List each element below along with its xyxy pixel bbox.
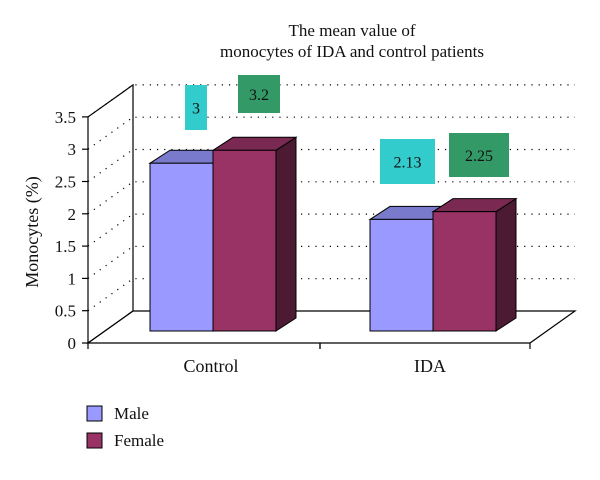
- data-label-male-control: 3: [192, 101, 200, 118]
- bar-female-control: [212, 149, 277, 332]
- data-label-box-female-control: [238, 75, 280, 113]
- y-tick-label: 3: [68, 140, 77, 159]
- data-label-male-ida: 2.13: [394, 155, 422, 172]
- y-tick-label: 1: [68, 269, 77, 288]
- floor: [86, 310, 577, 344]
- legend-label-female: Female: [114, 431, 164, 450]
- bar-female-ida: [432, 211, 497, 332]
- y-tick-label: 0: [68, 334, 77, 353]
- y-tick-label: 1.5: [55, 237, 76, 256]
- y-tick-label: 3.5: [55, 108, 76, 127]
- side-wall: [87, 83, 134, 345]
- y-tick-label: 0.5: [55, 302, 76, 321]
- data-label-box-male-ida: [380, 139, 435, 184]
- chart-title-line-1: The mean value of: [289, 21, 416, 40]
- bar-side-female-control: [275, 136, 297, 332]
- legend-swatch-female: [86, 432, 103, 449]
- bar-male-control: [149, 162, 214, 332]
- legend-swatch-male: [86, 405, 103, 422]
- y-tick-label: 2.5: [55, 173, 76, 192]
- legend: Male Female: [86, 404, 164, 450]
- data-labels: 3 3.2 2.13 2.25: [185, 75, 509, 184]
- data-label-box-male-control: [185, 85, 207, 130]
- chart-walls: [86, 83, 577, 345]
- category-label-control: Control: [183, 356, 238, 376]
- category-labels: Control IDA: [87, 343, 531, 376]
- data-label-box-female-ida: [449, 133, 509, 177]
- chart-title-line-2: monocytes of IDA and control patients: [220, 42, 484, 61]
- bar-male-ida: [369, 218, 434, 332]
- y-axis-ticks: 0 0.5 1 1.5 2 2.5 3 3.5: [55, 108, 88, 353]
- category-label-ida: IDA: [414, 356, 446, 376]
- bar-side-female-ida: [495, 197, 517, 332]
- bars: [148, 136, 518, 332]
- data-label-female-ida: 2.25: [465, 148, 493, 165]
- y-axis-label: Monocytes (%): [22, 176, 43, 287]
- y-tick-label: 2: [68, 205, 77, 224]
- gridline: [87, 84, 575, 118]
- legend-label-male: Male: [114, 404, 149, 423]
- data-label-female-control: 3.2: [249, 87, 269, 104]
